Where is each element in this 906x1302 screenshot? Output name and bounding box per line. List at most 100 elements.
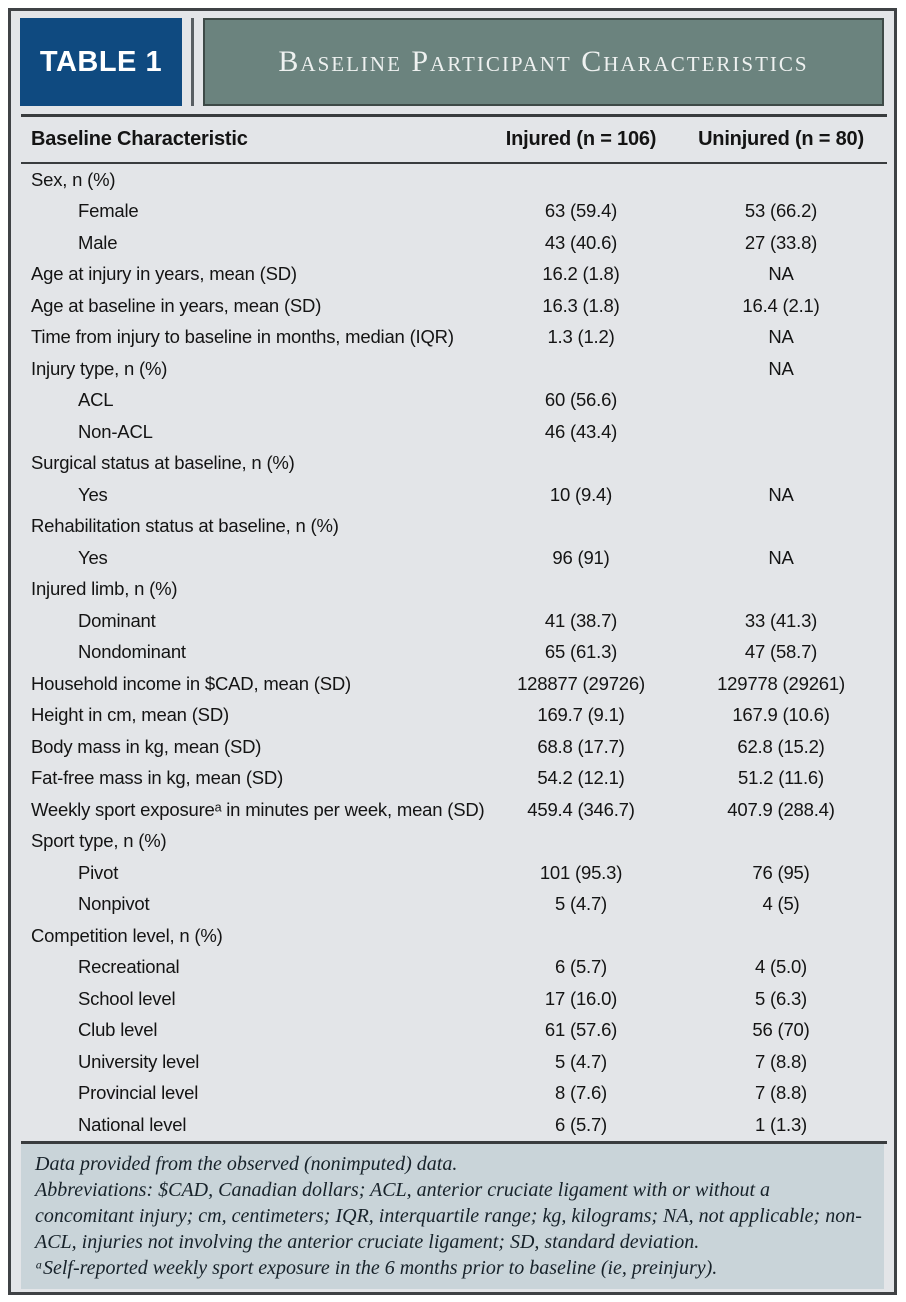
row-label: Yes [78,546,108,568]
table-row: Competition level, n (%) [21,920,887,952]
row-uninjured-value [675,826,887,858]
table-row: Height in cm, mean (SD) 169.7 (9.1) 167.… [21,700,887,732]
table-header-band: TABLE 1 Baseline Participant Characteris… [20,18,884,106]
table-row: Provincial level 8 (7.6) 7 (8.8) [21,1078,887,1110]
row-injured-value: 5 (4.7) [554,1050,608,1072]
row-label: Female [78,200,139,222]
table-title: Baseline Participant Characteristics [203,18,884,106]
row-uninjured-value: NA [768,546,794,568]
row-label: Age at baseline in years, mean (SD) [31,294,322,316]
column-header-injured: Injured (n = 106) [487,114,675,164]
row-injured-value: 96 (91) [552,546,610,568]
table-row: Age at baseline in years, mean (SD) 16.3… [21,290,887,322]
row-label: Provincial level [78,1082,199,1104]
row-uninjured-value: NA [768,263,794,285]
row-uninjured-value: 4 (5) [762,893,800,915]
table-row: Yes 10 (9.4) NA [21,479,887,511]
row-injured-value [487,353,675,385]
row-uninjured-value: 4 (5.0) [754,956,808,978]
row-uninjured-value: 27 (33.8) [744,231,818,253]
row-uninjured-value [675,920,887,952]
footnote-abbreviations: Abbreviations: $CAD, Canadian dollars; A… [35,1178,862,1253]
row-injured-value: 61 (57.6) [544,1019,618,1041]
row-uninjured-value: 47 (58.7) [744,641,818,663]
table-card: TABLE 1 Baseline Participant Characteris… [8,8,897,1295]
table-row: Body mass in kg, mean (SD) 68.8 (17.7) 6… [21,731,887,763]
table-row: Age at injury in years, mean (SD) 16.2 (… [21,259,887,291]
row-label: Household income in $CAD, mean (SD) [31,672,351,694]
row-label: Injured limb, n (%) [31,578,178,600]
table-row: Rehabilitation status at baseline, n (%) [21,511,887,543]
table-row: Non-ACL 46 (43.4) [21,416,887,448]
row-label: Dominant [78,609,156,631]
table-row: National level 6 (5.7) 1 (1.3) [21,1109,887,1144]
row-uninjured-value: NA [768,326,794,348]
row-injured-value: 16.3 (1.8) [542,294,620,316]
table-row: Club level 61 (57.6) 56 (70) [21,1015,887,1047]
column-header-uninjured: Uninjured (n = 80) [675,114,887,164]
row-uninjured-value: 7 (8.8) [754,1050,808,1072]
row-label: Recreational [78,956,180,978]
row-label: Nonpivot [78,893,150,915]
table-row: ACL 60 (56.6) [21,385,887,417]
row-label: Sport type, n (%) [31,830,167,852]
row-injured-value: 65 (61.3) [544,641,618,663]
table-row: Dominant 41 (38.7) 33 (41.3) [21,605,887,637]
table-row: Surgical status at baseline, n (%) [21,448,887,480]
row-uninjured-value: 76 (95) [752,861,810,883]
row-injured-value [487,920,675,952]
row-injured-value: 1.3 (1.2) [547,326,615,348]
row-injured-value: 8 (7.6) [554,1082,608,1104]
column-header-row: Baseline Characteristic Injured (n = 106… [21,114,887,164]
row-uninjured-value [675,574,887,606]
row-label: School level [78,987,176,1009]
row-injured-value: 459.4 (346.7) [527,798,635,820]
table-row: Nonpivot 5 (4.7) 4 (5) [21,889,887,921]
row-uninjured-value [675,511,887,543]
row-injured-value [487,448,675,480]
table-number-badge: TABLE 1 [20,18,182,106]
row-uninjured-value: NA [768,483,794,505]
table-row: Household income in $CAD, mean (SD) 1288… [21,668,887,700]
row-uninjured-value: 5 (6.3) [754,987,808,1009]
row-injured-value [487,511,675,543]
row-injured-value: 63 (59.4) [544,200,618,222]
row-injured-value: 43 (40.6) [544,231,618,253]
table-row: Injury type, n (%) NA [21,353,887,385]
table-row: Injured limb, n (%) [21,574,887,606]
table-row: Time from injury to baseline in months, … [21,322,887,354]
table-row: Female 63 (59.4) 53 (66.2) [21,196,887,228]
row-injured-value: 46 (43.4) [544,420,618,442]
row-label: Time from injury to baseline in months, … [31,326,454,348]
characteristics-table: Baseline Characteristic Injured (n = 106… [21,114,887,1144]
row-injured-value: 5 (4.7) [554,893,608,915]
row-injured-value: 16.2 (1.8) [542,263,620,285]
table-row: Fat-free mass in kg, mean (SD) 54.2 (12.… [21,763,887,795]
row-uninjured-value: 51.2 (11.6) [738,767,824,789]
footnote-sport-exposure: ᵃSelf-reported weekly sport exposure in … [35,1256,718,1279]
row-injured-value: 54.2 (12.1) [537,767,625,789]
row-uninjured-value: NA [768,357,794,379]
footnote-data-source: Data provided from the observed (nonimpu… [35,1152,458,1175]
table-row: Pivot 101 (95.3) 76 (95) [21,857,887,889]
row-label: ACL [78,389,114,411]
row-injured-value: 6 (5.7) [554,956,608,978]
row-label: Club level [78,1019,158,1041]
row-injured-value: 10 (9.4) [549,483,613,505]
table-row: University level 5 (4.7) 7 (8.8) [21,1046,887,1078]
row-uninjured-value: 56 (70) [752,1019,810,1041]
row-uninjured-value [675,163,887,196]
row-injured-value: 60 (56.6) [544,389,618,411]
header-divider [191,18,194,106]
row-label: Pivot [78,861,119,883]
row-label: University level [78,1050,200,1072]
row-uninjured-value [675,385,887,417]
column-header-characteristic: Baseline Characteristic [21,114,487,164]
row-uninjured-value: 129778 (29261) [717,672,845,694]
row-injured-value [487,163,675,196]
row-uninjured-value: 1 (1.3) [675,1109,887,1144]
row-label: Fat-free mass in kg, mean (SD) [31,767,284,789]
table-row: Recreational 6 (5.7) 4 (5.0) [21,952,887,984]
row-label: Injury type, n (%) [31,357,168,379]
row-injured-value: 41 (38.7) [544,609,618,631]
